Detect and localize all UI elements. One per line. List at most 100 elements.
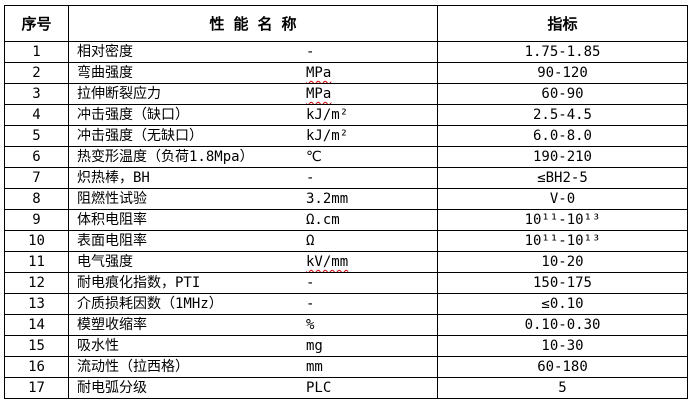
- property-name-cell: 吸水性 mg: [68, 335, 438, 357]
- property-name: 介质损耗因数（1MHz）: [77, 296, 223, 312]
- property-unit: mg: [306, 338, 323, 354]
- property-name-cell: 流动性（拉西格） mm: [68, 356, 438, 378]
- row-serial-number: 15: [4, 335, 69, 357]
- index-value: V-0: [437, 188, 688, 210]
- header-index: 指标: [437, 5, 688, 42]
- property-name-cell: 体积电阻率 Ω.cm: [68, 209, 438, 231]
- property-unit: ℃: [306, 149, 322, 165]
- table-row: 11 电气强度 kV/mm 10-20: [4, 251, 688, 273]
- index-value: 10¹¹-10¹³: [437, 230, 688, 252]
- row-serial-number: 3: [4, 83, 69, 105]
- property-unit: PLC: [306, 380, 332, 396]
- index-value: 150-175: [437, 272, 688, 294]
- index-value: 1.75-1.85: [437, 41, 688, 63]
- property-name: 耐电痕化指数，PTI: [77, 275, 201, 291]
- property-name: 冲击强度（无缺口）: [77, 128, 203, 144]
- row-serial-number: 16: [4, 356, 69, 378]
- table-row: 10 表面电阻率 Ω 10¹¹-10¹³: [4, 230, 688, 252]
- property-name-cell: 介质损耗因数（1MHz） -: [68, 293, 438, 315]
- table-row: 2 弯曲强度 MPa 90-120: [4, 62, 688, 84]
- property-name-cell: 耐电痕化指数，PTI -: [68, 272, 438, 294]
- property-name: 电气强度: [77, 254, 133, 270]
- property-name: 流动性（拉西格）: [77, 359, 189, 375]
- property-name: 模塑收缩率: [77, 317, 147, 333]
- table-row: 12 耐电痕化指数，PTI - 150-175: [4, 272, 688, 294]
- property-name-cell: 电气强度 kV/mm: [68, 251, 438, 273]
- index-value: 190-210: [437, 146, 688, 168]
- index-value: 90-120: [437, 62, 688, 84]
- property-name: 弯曲强度: [77, 65, 133, 81]
- table-row: 3 拉伸断裂应力 MPa 60-90: [4, 83, 688, 105]
- table-row: 8 阻燃性试验 3.2mm V-0: [4, 188, 688, 210]
- row-serial-number: 1: [4, 41, 69, 63]
- property-name-cell: 阻燃性试验 3.2mm: [68, 188, 438, 210]
- property-name: 热变形温度（负荷1.8Mpa）: [77, 149, 254, 165]
- index-value: 60-90: [437, 83, 688, 105]
- property-name: 阻燃性试验: [77, 191, 147, 207]
- index-value: 10-30: [437, 335, 688, 357]
- property-name-cell: 弯曲强度 MPa: [68, 62, 438, 84]
- property-name: 炽热棒，BH: [77, 170, 150, 186]
- property-unit: MPa: [306, 65, 332, 81]
- property-name: 表面电阻率: [77, 233, 147, 249]
- row-serial-number: 11: [4, 251, 69, 273]
- property-unit: kJ/m²: [306, 128, 349, 144]
- index-value: 60-180: [437, 356, 688, 378]
- property-name: 相对密度: [77, 44, 133, 60]
- row-serial-number: 4: [4, 104, 69, 126]
- row-serial-number: 5: [4, 125, 69, 147]
- index-value: ≤BH2-5: [437, 167, 688, 189]
- row-serial-number: 14: [4, 314, 69, 336]
- spec-table: 序号 性 能 名 称 指标 1 相对密度 - 1.75-1.85 2 弯曲强度 MPa 90-…: [4, 5, 688, 399]
- row-serial-number: 9: [4, 209, 69, 231]
- property-unit: %: [306, 317, 315, 333]
- header-row: 序号 性 能 名 称 指标: [4, 5, 688, 42]
- row-serial-number: 2: [4, 62, 69, 84]
- property-name: 吸水性: [77, 338, 119, 354]
- property-name-cell: 冲击强度（无缺口） kJ/m²: [68, 125, 438, 147]
- property-unit: Ω.cm: [306, 212, 340, 228]
- property-name: 拉伸断裂应力: [77, 86, 161, 102]
- index-value: ≤0.10: [437, 293, 688, 315]
- table-row: 9 体积电阻率 Ω.cm 10¹¹-10¹³: [4, 209, 688, 231]
- row-serial-number: 17: [4, 377, 69, 399]
- row-serial-number: 12: [4, 272, 69, 294]
- table-row: 1 相对密度 - 1.75-1.85: [4, 41, 688, 63]
- table-row: 4 冲击强度（缺口） kJ/m² 2.5-4.5: [4, 104, 688, 126]
- property-unit: kV/mm: [306, 254, 349, 270]
- property-unit: MPa: [306, 86, 332, 102]
- index-value: 10-20: [437, 251, 688, 273]
- property-name: 冲击强度（缺口）: [77, 107, 189, 123]
- property-name-cell: 冲击强度（缺口） kJ/m²: [68, 104, 438, 126]
- table-body: 1 相对密度 - 1.75-1.85 2 弯曲强度 MPa 90-120 3 拉伸断裂应力 MPa 6…: [4, 41, 688, 399]
- property-name-cell: 相对密度 -: [68, 41, 438, 63]
- row-serial-number: 6: [4, 146, 69, 168]
- index-value: 10¹¹-10¹³: [437, 209, 688, 231]
- table-row: 6 热变形温度（负荷1.8Mpa） ℃ 190-210: [4, 146, 688, 168]
- row-serial-number: 7: [4, 167, 69, 189]
- property-unit: kJ/m²: [306, 107, 349, 123]
- header-serial-number: 序号: [4, 5, 69, 42]
- header-property-name: 性 能 名 称: [68, 5, 438, 42]
- property-name-cell: 表面电阻率 Ω: [68, 230, 438, 252]
- index-value: 6.0-8.0: [437, 125, 688, 147]
- property-unit: -: [306, 170, 315, 186]
- property-name-cell: 炽热棒，BH -: [68, 167, 438, 189]
- property-name-cell: 拉伸断裂应力 MPa: [68, 83, 438, 105]
- property-unit: -: [306, 275, 315, 291]
- table-row: 5 冲击强度（无缺口） kJ/m² 6.0-8.0: [4, 125, 688, 147]
- row-serial-number: 8: [4, 188, 69, 210]
- table-row: 13 介质损耗因数（1MHz） - ≤0.10: [4, 293, 688, 315]
- index-value: 2.5-4.5: [437, 104, 688, 126]
- table-row: 7 炽热棒，BH - ≤BH2-5: [4, 167, 688, 189]
- index-value: 0.10-0.30: [437, 314, 688, 336]
- property-unit: Ω: [306, 233, 315, 249]
- property-name-cell: 模塑收缩率%: [68, 314, 438, 336]
- property-name: 体积电阻率: [77, 212, 147, 228]
- row-serial-number: 13: [4, 293, 69, 315]
- table-row: 14 模塑收缩率% 0.10-0.30: [4, 314, 688, 336]
- table-row: 15 吸水性 mg 10-30: [4, 335, 688, 357]
- row-serial-number: 10: [4, 230, 69, 252]
- property-name-cell: 热变形温度（负荷1.8Mpa） ℃: [68, 146, 438, 168]
